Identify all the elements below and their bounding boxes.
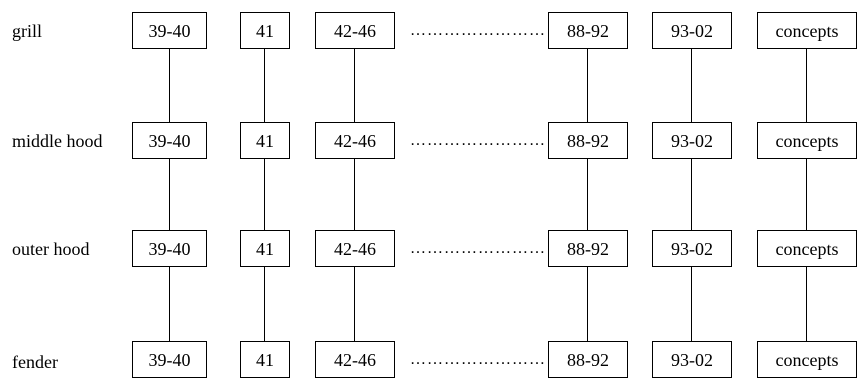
connector-line <box>354 49 356 122</box>
connector-line <box>587 267 589 341</box>
year-box: 39-40 <box>132 122 207 159</box>
year-box: 88-92 <box>548 230 628 267</box>
connector-line <box>587 159 589 230</box>
year-box: 41 <box>240 230 290 267</box>
connector-line <box>691 159 693 230</box>
connector-line <box>587 49 589 122</box>
row-label: middle hood <box>12 131 103 151</box>
year-box: 93-02 <box>652 341 732 378</box>
connector-line <box>264 267 266 341</box>
connector-line <box>691 49 693 122</box>
connector-line <box>354 159 356 230</box>
connector-line <box>806 267 808 341</box>
ellipsis-dots: …………………… <box>410 22 546 39</box>
connector-line <box>264 159 266 230</box>
year-box: 88-92 <box>548 122 628 159</box>
connector-line <box>806 159 808 230</box>
year-box: 42-46 <box>315 12 395 49</box>
year-box: 88-92 <box>548 12 628 49</box>
year-box: concepts <box>757 230 857 267</box>
year-box: 41 <box>240 341 290 378</box>
year-box: 93-02 <box>652 122 732 159</box>
row-label: outer hood <box>12 239 90 259</box>
row-label: fender <box>12 352 58 372</box>
year-box: 39-40 <box>132 341 207 378</box>
year-box: 41 <box>240 122 290 159</box>
ellipsis-dots: …………………… <box>410 240 546 257</box>
year-box: 42-46 <box>315 341 395 378</box>
year-box: 39-40 <box>132 12 207 49</box>
connector-line <box>168 159 170 230</box>
year-box: concepts <box>757 341 857 378</box>
year-box: 41 <box>240 12 290 49</box>
connector-line <box>264 49 266 122</box>
year-box: 93-02 <box>652 230 732 267</box>
year-box: 42-46 <box>315 122 395 159</box>
year-box: 42-46 <box>315 230 395 267</box>
year-box: concepts <box>757 122 857 159</box>
year-box: 93-02 <box>652 12 732 49</box>
year-box: 39-40 <box>132 230 207 267</box>
connector-line <box>354 267 356 341</box>
connector-line <box>168 267 170 341</box>
ellipsis-dots: …………………… <box>410 132 546 149</box>
year-box: 88-92 <box>548 341 628 378</box>
ellipsis-dots: …………………… <box>410 351 546 368</box>
row-label: grill <box>12 21 42 41</box>
year-box: concepts <box>757 12 857 49</box>
connector-line <box>691 267 693 341</box>
connector-line <box>806 49 808 122</box>
connector-line <box>168 49 170 122</box>
